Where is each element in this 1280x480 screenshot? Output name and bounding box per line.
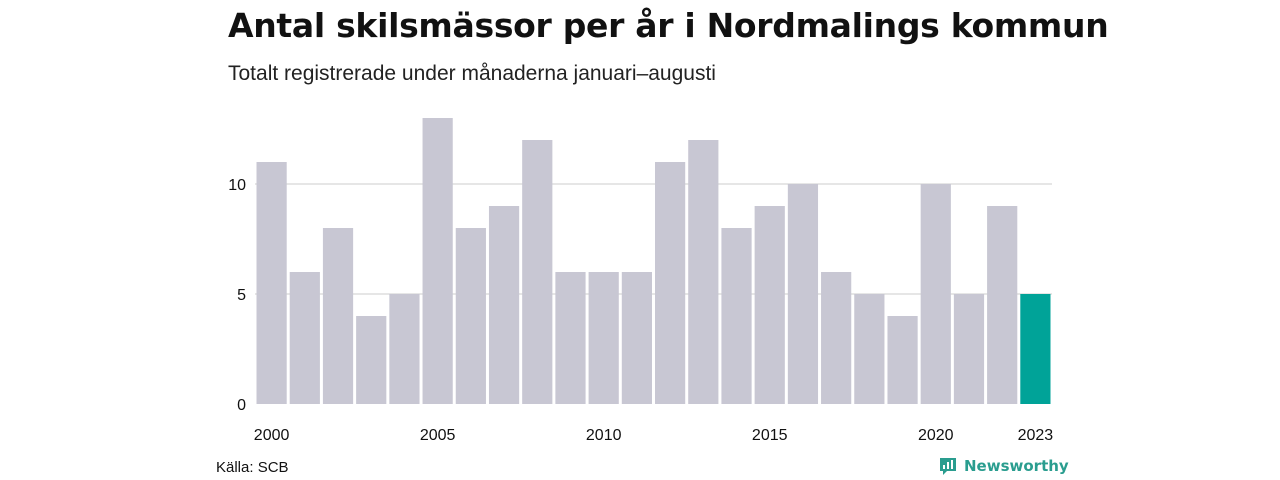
bar-2009 bbox=[555, 272, 586, 404]
y-axis-labels: 0 5 10 bbox=[228, 177, 246, 414]
chart-subtitle: Totalt registrerade under månaderna janu… bbox=[228, 62, 716, 85]
y-tick-label: 0 bbox=[237, 397, 246, 414]
bar-2022 bbox=[987, 206, 1018, 404]
bar-2019 bbox=[887, 316, 918, 404]
bar-2016 bbox=[787, 184, 819, 404]
y-tick-label: 5 bbox=[237, 287, 246, 304]
brand: Newsworthy bbox=[938, 456, 1069, 476]
x-tick-label: 2005 bbox=[420, 427, 456, 444]
brand-name: Newsworthy bbox=[964, 457, 1069, 475]
x-axis-labels: 2000 2005 2010 2015 2020 2023 bbox=[254, 427, 1053, 444]
bar-2023 bbox=[1020, 294, 1051, 404]
bar-2008 bbox=[522, 140, 553, 404]
x-tick-label: 2000 bbox=[254, 427, 290, 444]
bar-2017 bbox=[821, 272, 852, 404]
bar-2021 bbox=[953, 294, 985, 404]
x-tick-label: 2010 bbox=[586, 427, 622, 444]
x-tick-label: 2020 bbox=[918, 427, 954, 444]
bars bbox=[256, 118, 1051, 404]
bar-2000 bbox=[256, 162, 287, 404]
bar-2003 bbox=[356, 316, 387, 404]
bar-2001 bbox=[289, 272, 320, 404]
bar-2006 bbox=[455, 228, 486, 404]
chart-title: Antal skilsmässor per år i Nordmalings k… bbox=[228, 6, 1109, 45]
bar-2004 bbox=[389, 294, 420, 404]
bar-2020 bbox=[920, 184, 951, 404]
bar-2015 bbox=[754, 206, 785, 404]
newsworthy-logo-icon bbox=[940, 458, 956, 475]
bar-2014 bbox=[721, 228, 752, 404]
bar-2018 bbox=[854, 294, 885, 404]
bar-2013 bbox=[688, 140, 719, 404]
bar-2012 bbox=[655, 162, 686, 404]
y-tick-label: 10 bbox=[228, 177, 246, 194]
source-note: Källa: SCB bbox=[216, 459, 289, 476]
bar-2007 bbox=[488, 206, 520, 404]
bar-2010 bbox=[588, 272, 619, 404]
bar-2005 bbox=[422, 118, 453, 404]
bar-2002 bbox=[322, 228, 354, 404]
x-tick-label: 2023 bbox=[1018, 427, 1054, 444]
x-tick-label: 2015 bbox=[752, 427, 788, 444]
gridlines bbox=[255, 183, 1052, 295]
bar-2011 bbox=[621, 272, 652, 404]
